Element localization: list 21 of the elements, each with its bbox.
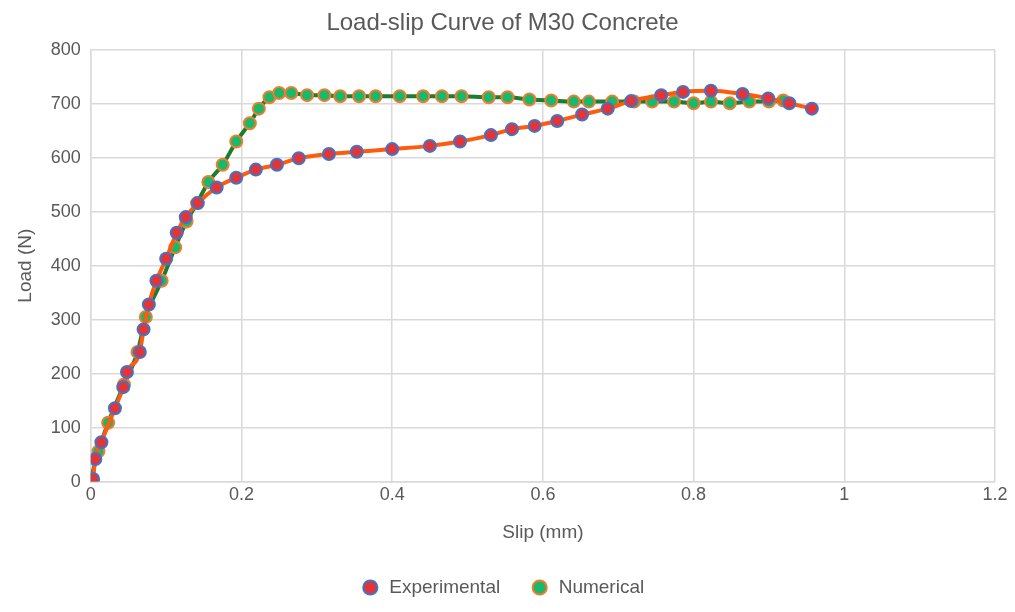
x-axis-title: Slip (mm) — [502, 520, 584, 542]
x-tick-label: 1 — [839, 484, 850, 505]
legend-label: Experimental — [389, 575, 501, 597]
y-tick-label: 800 — [50, 38, 81, 59]
y-tick-label: 700 — [50, 92, 81, 113]
y-tick-label: 300 — [50, 308, 81, 329]
chart-title: Load-slip Curve of M30 Concrete — [326, 8, 679, 36]
y-tick-label: 400 — [50, 254, 81, 275]
y-tick-label: 600 — [50, 146, 81, 167]
y-tick-label: 500 — [50, 200, 81, 221]
x-tick-label: 1.2 — [982, 484, 1008, 505]
x-tick-label: 0.2 — [229, 484, 255, 505]
x-tick-label: 0 — [85, 484, 96, 505]
y-tick-label: 200 — [50, 362, 81, 383]
legend-label: Numerical — [558, 575, 645, 597]
x-tick-label: 0.6 — [530, 484, 556, 505]
y-axis-title: Load (N) — [13, 228, 35, 303]
x-tick-label: 0.4 — [379, 484, 405, 505]
y-tick-label: 0 — [70, 470, 81, 491]
y-tick-label: 100 — [50, 416, 81, 437]
x-tick-label: 0.8 — [681, 484, 707, 505]
